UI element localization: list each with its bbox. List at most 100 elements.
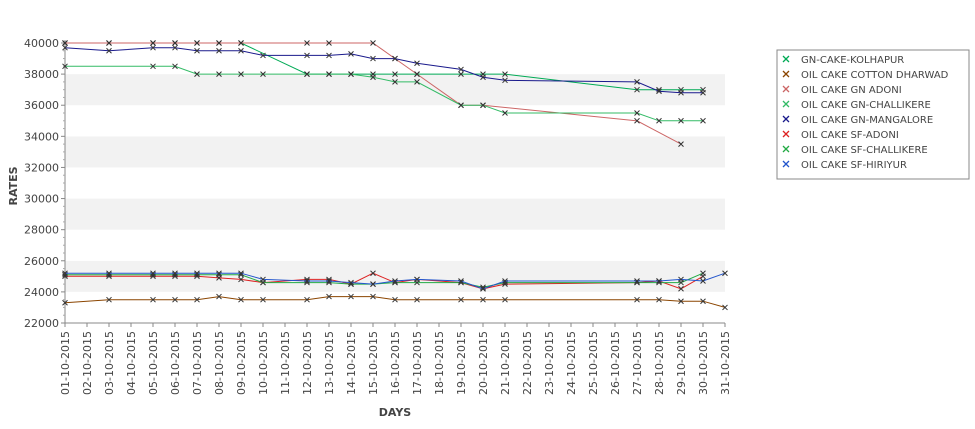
x-tick-label: 17-10-2015 — [411, 331, 424, 395]
data-point-marker — [414, 276, 420, 283]
x-tick-label: 28-10-2015 — [653, 331, 666, 395]
grid-band — [65, 74, 725, 106]
data-point-marker — [678, 276, 684, 283]
data-point-marker — [150, 63, 156, 70]
y-tick-label: 24000 — [24, 286, 59, 299]
data-point-marker — [370, 74, 376, 81]
x-tick-label: 08-10-2015 — [213, 331, 226, 395]
x-tick-label: 07-10-2015 — [191, 331, 204, 395]
data-point-marker — [370, 270, 376, 277]
data-point-marker — [150, 44, 156, 51]
data-point-marker — [62, 299, 68, 306]
grid-band — [65, 105, 725, 137]
data-point-marker — [502, 296, 508, 303]
data-point-marker — [260, 296, 266, 303]
data-point-marker — [700, 278, 706, 284]
y-tick-label: 36000 — [24, 99, 59, 112]
data-point-marker — [502, 77, 508, 84]
data-point-marker — [392, 278, 398, 284]
data-point-marker — [172, 44, 178, 51]
data-point-marker — [172, 270, 178, 277]
data-point-marker — [172, 63, 178, 70]
legend-marker-icon — [782, 55, 790, 63]
data-point-marker — [480, 102, 486, 109]
legend-item: OIL CAKE GN-CHALLIKERE — [782, 100, 931, 111]
x-axis: 01-10-2015 02-10-2015 03-10-2015 04-10-2015… — [59, 322, 732, 395]
data-point-marker — [326, 71, 332, 77]
data-point-marker — [678, 117, 684, 124]
series-line — [64, 296, 726, 308]
data-point-marker — [414, 79, 420, 85]
data-point-marker — [634, 79, 640, 85]
legend-marker-icon — [782, 70, 790, 78]
y-tick-label: 22000 — [24, 317, 59, 330]
grid-band — [65, 198, 725, 230]
data-point-marker — [656, 278, 662, 284]
data-point-marker — [678, 298, 684, 305]
data-point-marker — [722, 304, 728, 311]
data-point-marker — [502, 110, 508, 116]
data-point-marker — [700, 89, 706, 96]
x-tick-label: 16-10-2015 — [389, 331, 402, 395]
data-point-marker — [414, 71, 420, 77]
data-point-marker — [238, 47, 244, 54]
data-point-marker — [194, 71, 200, 77]
data-point-marker — [238, 71, 244, 77]
data-point-marker — [678, 285, 684, 292]
data-point-marker — [216, 270, 222, 277]
data-point-marker — [150, 270, 156, 277]
x-tick-label: 05-10-2015 — [147, 331, 160, 395]
data-point-marker — [238, 270, 244, 277]
x-tick-label: 22-10-2015 — [521, 331, 534, 395]
data-point-marker — [348, 293, 354, 300]
series-7 — [62, 270, 728, 292]
data-point-marker — [656, 117, 662, 124]
x-tick-label: 12-10-2015 — [301, 331, 314, 395]
data-point-marker — [392, 296, 398, 303]
data-point-marker — [392, 79, 398, 85]
x-tick-label: 11-10-2015 — [279, 331, 292, 395]
legend-item: OIL CAKE COTTON DHARWAD — [782, 70, 949, 81]
legend-marker-icon — [782, 145, 790, 153]
legend-marker-icon — [782, 130, 790, 138]
legend-label: OIL CAKE SF-CHALLIKERE — [801, 145, 928, 156]
grid-band — [65, 229, 725, 261]
x-tick-label: 30-10-2015 — [697, 331, 710, 395]
x-tick-label: 02-10-2015 — [81, 331, 94, 395]
data-point-marker — [458, 71, 464, 77]
data-point-marker — [106, 270, 112, 277]
x-tick-label: 19-10-2015 — [455, 331, 468, 395]
data-point-marker — [62, 40, 68, 46]
legend-marker-icon — [782, 160, 790, 168]
x-tick-label: 20-10-2015 — [477, 331, 490, 395]
data-point-marker — [172, 296, 178, 303]
y-tick-label: 28000 — [24, 224, 59, 237]
data-point-marker — [502, 71, 508, 77]
x-tick-label: 29-10-2015 — [675, 331, 688, 395]
legend-label: OIL CAKE GN-MANGALORE — [801, 115, 933, 126]
x-tick-label: 15-10-2015 — [367, 331, 380, 395]
data-point-marker — [216, 293, 222, 300]
data-point-marker — [634, 296, 640, 303]
data-point-marker — [304, 296, 310, 303]
series-3 — [62, 63, 706, 124]
x-tick-label: 01-10-2015 — [59, 331, 72, 395]
data-point-marker — [634, 117, 640, 124]
legend-item: OIL CAKE GN ADONI — [782, 85, 902, 96]
data-point-marker — [480, 74, 486, 81]
y-tick-label: 38000 — [24, 68, 59, 81]
data-point-marker — [370, 55, 376, 62]
legend-item: OIL CAKE SF-ADONI — [782, 130, 899, 141]
data-point-marker — [150, 296, 156, 303]
data-point-marker — [458, 278, 464, 284]
x-tick-label: 18-10-2015 — [433, 331, 446, 395]
data-point-marker — [348, 279, 354, 286]
legend-label: OIL CAKE GN ADONI — [801, 85, 902, 96]
data-point-marker — [480, 285, 486, 292]
data-point-marker — [304, 40, 310, 46]
x-tick-label: 24-10-2015 — [565, 331, 578, 395]
grid-bands — [65, 43, 725, 323]
legend-label: OIL CAKE GN-CHALLIKERE — [801, 100, 931, 111]
data-point-marker — [62, 63, 68, 70]
grid-band — [65, 167, 725, 199]
